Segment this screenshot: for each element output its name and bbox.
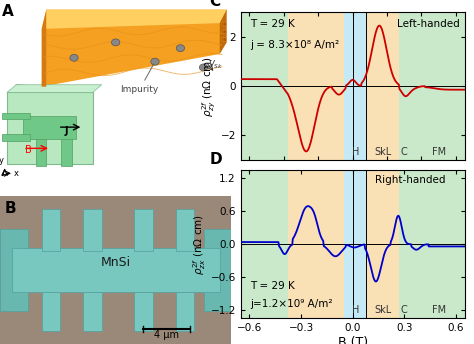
Text: D: D — [210, 152, 222, 167]
Bar — [344, 12, 366, 160]
Text: x: x — [14, 169, 18, 178]
Polygon shape — [23, 116, 76, 139]
Polygon shape — [222, 37, 225, 42]
Text: SkL: SkL — [374, 147, 392, 157]
Bar — [36, 139, 46, 166]
Bar — [2, 134, 30, 141]
Bar — [83, 292, 102, 331]
Bar — [366, 12, 399, 160]
Text: H: H — [352, 305, 359, 315]
Text: SkL: SkL — [374, 305, 392, 315]
Bar — [399, 170, 465, 318]
Text: Right-handed: Right-handed — [375, 175, 446, 185]
Text: Impurity: Impurity — [120, 64, 158, 95]
Text: T = 29 K: T = 29 K — [250, 281, 294, 291]
Bar — [241, 170, 288, 318]
Polygon shape — [223, 30, 226, 34]
Bar — [203, 229, 231, 311]
Text: j=1.2×10⁹ A/m²: j=1.2×10⁹ A/m² — [250, 299, 332, 309]
Text: $V_{Sk}$: $V_{Sk}$ — [208, 58, 223, 71]
Text: C: C — [401, 305, 408, 315]
Text: B: B — [26, 145, 32, 155]
Bar — [42, 209, 60, 251]
Bar — [366, 170, 399, 318]
Circle shape — [200, 64, 208, 71]
Polygon shape — [42, 10, 46, 87]
Bar — [176, 292, 194, 331]
Text: FM: FM — [432, 147, 446, 157]
Polygon shape — [223, 37, 226, 42]
Text: MnSi: MnSi — [100, 256, 131, 269]
Circle shape — [176, 45, 184, 52]
Polygon shape — [222, 30, 225, 34]
X-axis label: B (T): B (T) — [337, 336, 368, 344]
Polygon shape — [42, 10, 227, 87]
Bar — [2, 113, 30, 119]
Polygon shape — [42, 10, 227, 29]
Circle shape — [151, 58, 159, 65]
Y-axis label: $\rho_{zx}^{2f}$ (n$\Omega$ cm): $\rho_{zx}^{2f}$ (n$\Omega$ cm) — [191, 214, 208, 275]
Bar — [288, 12, 344, 160]
Y-axis label: $\rho_{zy}^{2f}$ (n$\Omega$ cm): $\rho_{zy}^{2f}$ (n$\Omega$ cm) — [201, 55, 218, 117]
Polygon shape — [7, 85, 102, 93]
Text: FM: FM — [432, 305, 446, 315]
Bar — [42, 292, 60, 331]
Circle shape — [70, 54, 78, 61]
Bar — [61, 139, 72, 166]
Text: J: J — [65, 126, 68, 136]
Text: C: C — [401, 147, 408, 157]
Text: y: y — [0, 156, 4, 165]
Circle shape — [111, 39, 120, 46]
Bar — [11, 248, 220, 292]
Bar — [0, 229, 28, 311]
Bar — [134, 292, 153, 331]
Bar — [241, 12, 288, 160]
Bar — [288, 170, 344, 318]
Text: T = 29 K: T = 29 K — [250, 19, 294, 30]
Bar — [344, 170, 366, 318]
Text: C: C — [210, 0, 220, 9]
Polygon shape — [223, 22, 226, 26]
Text: Left-handed: Left-handed — [397, 19, 460, 30]
Bar — [399, 12, 465, 160]
Polygon shape — [220, 10, 227, 54]
Text: B: B — [5, 201, 16, 216]
Text: j = 8.3×10⁸ A/m²: j = 8.3×10⁸ A/m² — [250, 40, 339, 50]
Bar — [176, 209, 194, 251]
Text: 4 μm: 4 μm — [154, 330, 179, 340]
Polygon shape — [222, 22, 225, 26]
Text: A: A — [2, 4, 14, 19]
Text: H: H — [352, 147, 359, 157]
Polygon shape — [7, 93, 92, 164]
Bar — [83, 209, 102, 251]
Bar — [134, 209, 153, 251]
